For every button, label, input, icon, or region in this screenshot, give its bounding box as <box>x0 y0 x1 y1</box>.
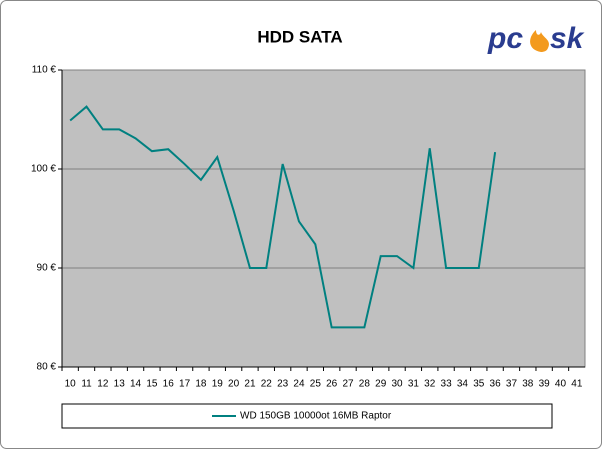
x-tick-label: 26 <box>326 379 338 390</box>
x-tick-label: 11 <box>81 379 92 390</box>
legend-label: WD 150GB 10000ot 16MB Raptor <box>240 411 392 422</box>
x-tick-label: 22 <box>261 379 273 390</box>
x-tick-label: 36 <box>490 379 502 390</box>
logo-left: pc <box>487 22 523 55</box>
x-tick-label: 28 <box>359 379 371 390</box>
x-tick-label: 14 <box>130 379 142 390</box>
x-tick-label: 41 <box>571 379 583 390</box>
x-tick-label: 25 <box>310 379 322 390</box>
x-tick-label: 19 <box>212 379 224 390</box>
x-tick-label: 40 <box>555 379 567 390</box>
chart-title: HDD SATA <box>257 27 342 46</box>
x-tick-label: 29 <box>375 379 387 390</box>
x-tick-label: 21 <box>244 379 256 390</box>
x-tick-label: 35 <box>473 379 485 390</box>
logo-flame <box>530 30 550 52</box>
x-tick-label: 10 <box>65 379 77 390</box>
y-tick-label: 80 € <box>37 362 57 373</box>
x-tick-label: 16 <box>163 379 175 390</box>
x-tick-label: 34 <box>457 379 469 390</box>
x-tick-label: 31 <box>408 379 420 390</box>
x-tick-label: 12 <box>97 379 109 390</box>
x-tick-label: 27 <box>342 379 354 390</box>
logo-right: sk <box>550 22 585 55</box>
x-tick-label: 18 <box>195 379 207 390</box>
x-tick-label: 37 <box>506 379 518 390</box>
logo: pc sk <box>487 22 585 55</box>
x-tick-label: 39 <box>539 379 551 390</box>
y-tick-label: 90 € <box>37 263 57 274</box>
series-line <box>69 105 497 329</box>
x-tick-label: 13 <box>114 379 126 390</box>
plot-area <box>61 69 586 368</box>
x-tick-label: 24 <box>293 379 305 390</box>
x-tick-label: 23 <box>277 379 289 390</box>
x-tick-label: 32 <box>424 379 436 390</box>
x-tick-label: 17 <box>179 379 191 390</box>
legend <box>61 403 553 429</box>
x-tick-label: 33 <box>441 379 453 390</box>
y-tick-label: 110 € <box>32 65 57 76</box>
x-tick-label: 15 <box>146 379 158 390</box>
y-tick-label: 100 € <box>31 164 56 175</box>
x-tick-label: 20 <box>228 379 240 390</box>
x-tick-label: 38 <box>522 379 534 390</box>
x-tick-label: 30 <box>391 379 403 390</box>
